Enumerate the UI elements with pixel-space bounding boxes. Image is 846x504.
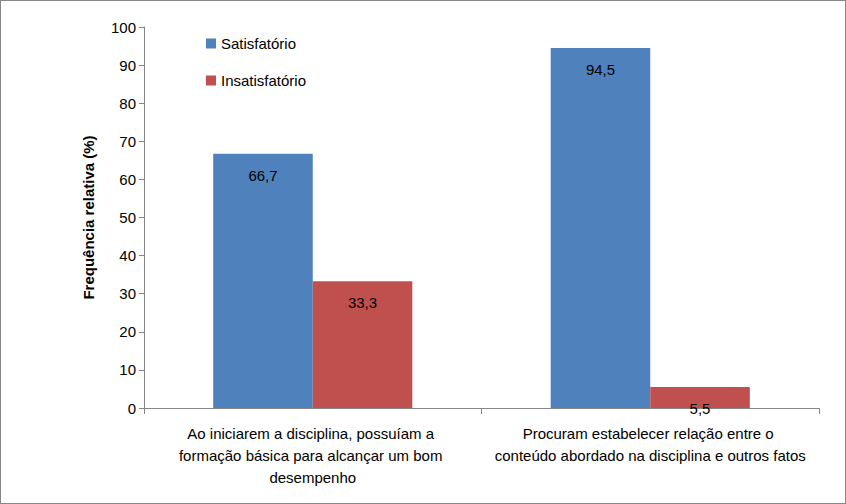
svg-text:Insatisfatório: Insatisfatório: [221, 72, 306, 89]
svg-text:Ao iniciarem a disciplina, pos: Ao iniciarem a disciplina, possuíam a: [187, 425, 438, 442]
svg-text:formação básica para alcançar: formação básica para alcançar um bom: [179, 447, 447, 464]
svg-text:30: 30: [119, 285, 136, 302]
svg-text:90: 90: [119, 57, 136, 74]
svg-text:50: 50: [119, 209, 136, 226]
svg-text:40: 40: [119, 247, 136, 264]
svg-text:Satisfatório: Satisfatório: [221, 35, 296, 52]
svg-text:Procuram estabelecer relação e: Procuram estabelecer relação entre o: [523, 425, 778, 442]
svg-text:Frequência relativa (%): Frequência relativa (%): [80, 135, 97, 299]
svg-text:66,7: 66,7: [248, 167, 277, 184]
svg-text:70: 70: [119, 133, 136, 150]
svg-text:desempenho: desempenho: [269, 469, 356, 486]
svg-text:conteúdo abordado na disciplin: conteúdo abordado na disciplina e outros…: [495, 447, 806, 464]
svg-text:33,3: 33,3: [348, 294, 377, 311]
svg-text:20: 20: [119, 323, 136, 340]
svg-text:80: 80: [119, 95, 136, 112]
svg-text:10: 10: [119, 361, 136, 378]
svg-text:100: 100: [111, 19, 136, 36]
svg-text:60: 60: [119, 171, 136, 188]
svg-text:5,5: 5,5: [690, 400, 711, 417]
svg-text:94,5: 94,5: [586, 61, 615, 78]
svg-text:0: 0: [128, 400, 136, 417]
